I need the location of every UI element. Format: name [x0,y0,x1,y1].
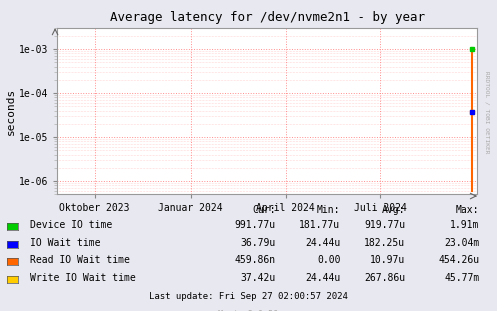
Text: RRDTOOL / TOBI OETIKER: RRDTOOL / TOBI OETIKER [485,71,490,153]
Text: IO Wait time: IO Wait time [30,238,100,248]
Text: 459.86n: 459.86n [235,255,276,265]
Text: Read IO Wait time: Read IO Wait time [30,255,130,265]
Text: Last update: Fri Sep 27 02:00:57 2024: Last update: Fri Sep 27 02:00:57 2024 [149,291,348,300]
Y-axis label: seconds: seconds [6,88,16,135]
Text: 1.91m: 1.91m [450,220,480,230]
Text: Device IO time: Device IO time [30,220,112,230]
Text: Min:: Min: [317,205,340,215]
Text: 181.77u: 181.77u [299,220,340,230]
Text: Munin 2.0.56: Munin 2.0.56 [219,310,278,311]
Text: 36.79u: 36.79u [241,238,276,248]
Text: 24.44u: 24.44u [305,238,340,248]
Text: 37.42u: 37.42u [241,273,276,283]
Text: 23.04m: 23.04m [444,238,480,248]
Text: Max:: Max: [456,205,480,215]
Text: Write IO Wait time: Write IO Wait time [30,273,136,283]
Text: 991.77u: 991.77u [235,220,276,230]
Text: Cur:: Cur: [252,205,276,215]
Text: 24.44u: 24.44u [305,273,340,283]
Text: 919.77u: 919.77u [364,220,405,230]
Text: 454.26u: 454.26u [438,255,480,265]
Text: Avg:: Avg: [382,205,405,215]
Text: 10.97u: 10.97u [370,255,405,265]
Text: 45.77m: 45.77m [444,273,480,283]
Text: 0.00: 0.00 [317,255,340,265]
Title: Average latency for /dev/nvme2n1 - by year: Average latency for /dev/nvme2n1 - by ye… [110,11,424,24]
Text: 267.86u: 267.86u [364,273,405,283]
Text: 182.25u: 182.25u [364,238,405,248]
